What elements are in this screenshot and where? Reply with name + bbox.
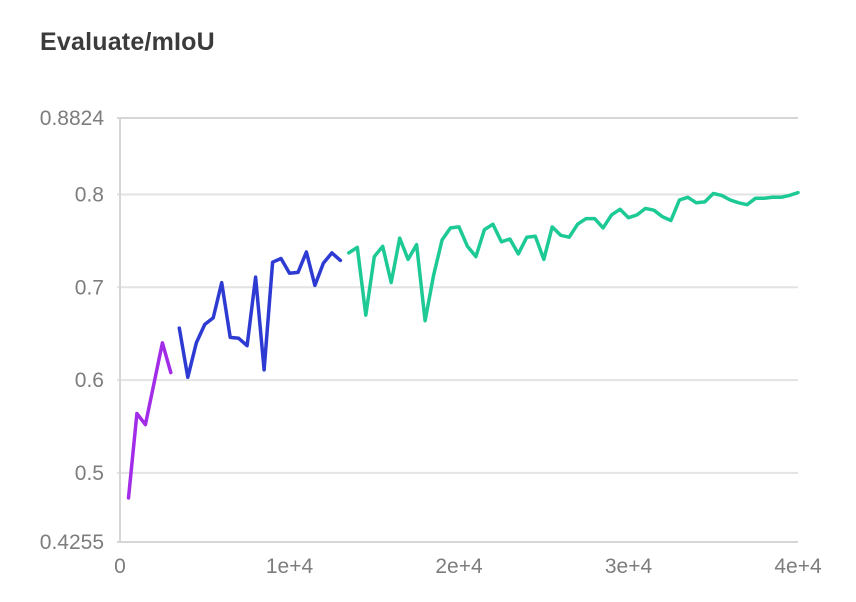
- y-tick-label: 0.8: [75, 183, 104, 206]
- x-tick-label: 1e+4: [266, 555, 314, 578]
- y-tick-label: 0.4255: [40, 531, 104, 554]
- series-line-run-segment-3[interactable]: [347, 190, 800, 323]
- series-line-run-segment-2[interactable]: [177, 250, 343, 380]
- chart-title: Evaluate/mIoU: [40, 28, 215, 56]
- x-tick-label: 4e+4: [774, 555, 822, 578]
- x-tick-label: 2e+4: [435, 555, 483, 578]
- y-tick-label: 0.6: [75, 369, 104, 392]
- y-tick-label: 0.7: [75, 276, 104, 299]
- x-tick-label: 3e+4: [605, 555, 653, 578]
- y-tick-label: 0.8824: [40, 107, 105, 130]
- x-tick-label: 0: [114, 555, 126, 578]
- series-line-run-segment-1[interactable]: [126, 341, 173, 500]
- y-tick-label: 0.5: [75, 462, 104, 485]
